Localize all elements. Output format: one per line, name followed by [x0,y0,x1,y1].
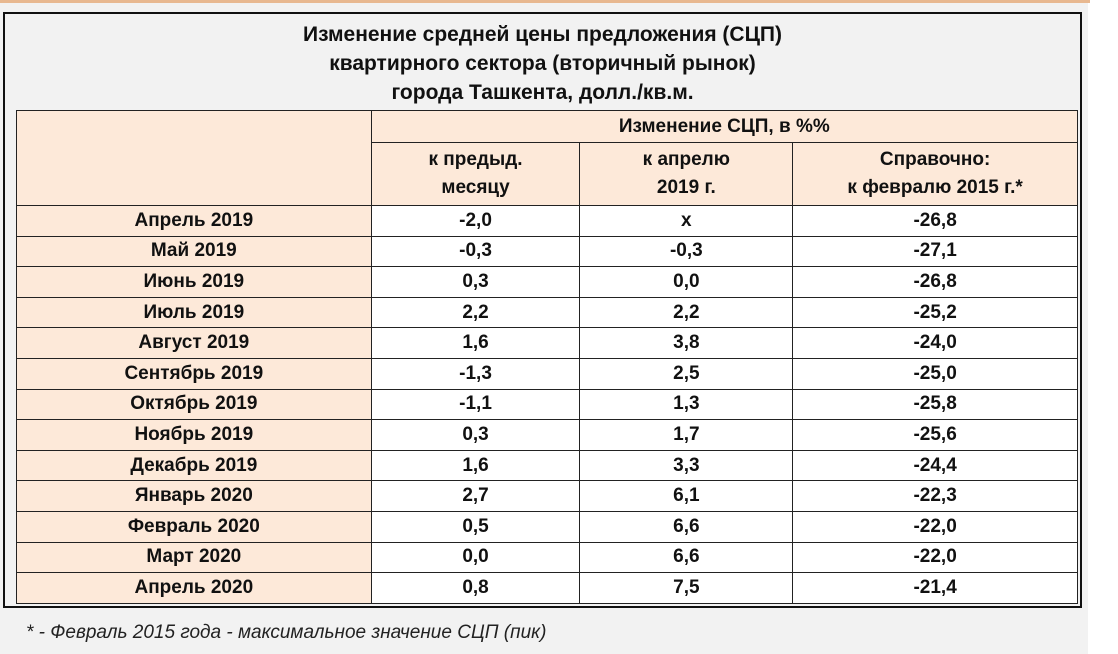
month-cell: Июнь 2019 [16,266,372,298]
table-row: Август 2019 1,6 3,8 -24,0 [16,327,1078,359]
april-2019-cell: 0,0 [579,266,794,298]
title-line: города Ташкента, долл./кв.м. [391,81,694,104]
top-border [0,0,1090,3]
table-row: Январь 2020 2,7 6,1 -22,3 [16,480,1078,512]
prev-month-cell: 2,7 [370,480,581,512]
prev-month-cell: -1,1 [370,388,581,421]
feb-2015-cell: -25,2 [792,296,1078,329]
april-2019-cell: 7,5 [579,572,794,604]
prev-month-cell: 1,6 [370,327,581,359]
month-cell: Октябрь 2019 [16,388,372,421]
month-cell: Ноябрь 2019 [16,419,372,451]
april-2019-cell: 2,2 [579,296,794,329]
feb-2015-cell: -21,4 [792,572,1078,604]
feb-2015-cell: -25,8 [792,388,1078,421]
table-row: Ноябрь 2019 0,3 1,7 -25,6 [16,419,1078,451]
table-row: Март 2020 0,0 6,6 -22,0 [16,541,1078,574]
table-row: Апрель 2020 0,8 7,5 -21,4 [16,572,1078,604]
header-line: к февралю 2015 г.* [847,177,1023,198]
header-line: месяцу [441,177,510,198]
prev-month-cell: -1,3 [370,357,581,390]
april-2019-cell: -0,3 [579,235,794,268]
table-row: Февраль 2020 0,5 6,6 -22,0 [16,510,1078,543]
april-2019-cell: 3,3 [579,449,794,482]
title-line: Изменение средней цены предложения (СЦП) [302,23,783,46]
table-frame [3,12,1082,608]
group-header: Изменение СЦП, в %% [370,110,1079,143]
month-cell: Февраль 2020 [16,510,372,543]
header-line: 2019 г. [656,177,716,198]
corner-header-cell [16,110,372,206]
feb-2015-cell: -26,8 [792,266,1078,298]
prev-month-cell: 0,8 [370,572,581,604]
april-2019-cell: 1,7 [579,419,794,451]
month-cell: Март 2020 [16,541,372,574]
feb-2015-cell: -27,1 [792,235,1078,268]
price-change-table: Изменение СЦП, в %% к предыд. месяцу к ап… [16,110,1079,604]
feb-2015-cell: -25,6 [792,419,1078,451]
feb-2015-cell: -22,0 [792,541,1078,574]
table-row: Декабрь 2019 1,6 3,3 -24,4 [16,449,1078,482]
prev-month-cell: -2,0 [370,205,581,237]
prev-month-cell: 0,0 [370,541,581,574]
april-2019-cell: 3,8 [579,327,794,359]
april-2019-cell: 6,6 [579,510,794,543]
table-row: Июнь 2019 0,3 0,0 -26,8 [16,266,1078,298]
feb-2015-cell: -22,0 [792,510,1078,543]
month-cell: Апрель 2020 [16,572,372,604]
april-2019-cell: 2,5 [579,357,794,390]
table-row: Апрель 2019 -2,0 x -26,8 [16,205,1078,237]
table-row: Июль 2019 2,2 2,2 -25,2 [16,296,1078,329]
prev-month-cell: 2,2 [370,296,581,329]
month-cell: Декабрь 2019 [16,449,372,482]
header-line: к предыд. [428,149,523,170]
april-2019-cell: 6,1 [579,480,794,512]
feb-2015-cell: -25,0 [792,357,1078,390]
footnote: * - Февраль 2015 года - максимальное зна… [26,622,547,643]
feb-2015-cell: -26,8 [792,205,1078,237]
table-title: Изменение средней цены предложения (СЦП)… [3,20,1082,107]
month-cell: Август 2019 [16,327,372,359]
column-header-april-2019: к апрелю 2019 г. [579,142,794,206]
column-header-feb-2015: Справочно: к февралю 2015 г.* [792,142,1078,206]
april-2019-cell: x [579,205,794,237]
prev-month-cell: -0,3 [370,235,581,268]
table-row: Сентябрь 2019 -1,3 2,5 -25,0 [16,357,1078,390]
column-header-prev-month: к предыд. месяцу [370,142,581,206]
title-line: квартирного сектора (вторичный рынок) [329,52,756,75]
month-cell: Январь 2020 [16,480,372,512]
prev-month-cell: 0,3 [370,266,581,298]
feb-2015-cell: -24,4 [792,449,1078,482]
feb-2015-cell: -24,0 [792,327,1078,359]
month-cell: Апрель 2019 [16,205,372,237]
april-2019-cell: 6,6 [579,541,794,574]
header-line: к апрелю [642,149,730,170]
header-line: Справочно: [879,149,991,170]
prev-month-cell: 1,6 [370,449,581,482]
april-2019-cell: 1,3 [579,388,794,421]
table-row: Октябрь 2019 -1,1 1,3 -25,8 [16,388,1078,421]
month-cell: Июль 2019 [16,296,372,329]
prev-month-cell: 0,3 [370,419,581,451]
feb-2015-cell: -22,3 [792,480,1078,512]
month-cell: Сентябрь 2019 [16,357,372,390]
table-row: Май 2019 -0,3 -0,3 -27,1 [16,235,1078,268]
prev-month-cell: 0,5 [370,510,581,543]
month-cell: Май 2019 [16,235,372,268]
